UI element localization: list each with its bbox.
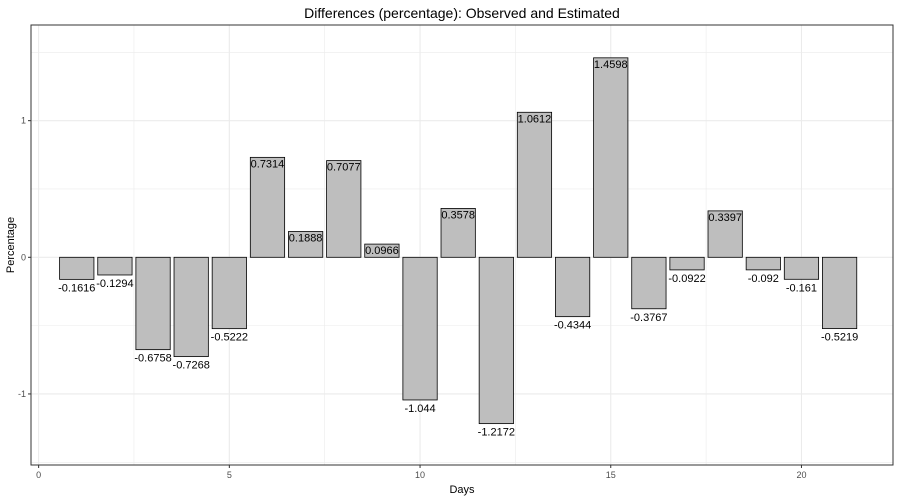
bars-layer: [59, 57, 858, 425]
y-tick-label: 1: [21, 116, 26, 126]
bar: [516, 111, 553, 258]
bar-data-label: -0.0922: [668, 273, 705, 285]
bar-data-label: 1.0612: [518, 113, 552, 125]
bar-data-label: -0.6758: [134, 353, 171, 365]
bar: [707, 210, 743, 258]
bar: [822, 256, 858, 330]
bar: [173, 256, 209, 358]
y-tick-label: -1: [18, 389, 26, 399]
bar-data-label: 0.0966: [365, 245, 399, 257]
bar-data-label: -0.7268: [173, 360, 210, 372]
bar-data-label: -1.044: [404, 403, 435, 415]
x-axis-title: Days: [449, 484, 475, 496]
y-tick-label: 0: [21, 252, 26, 262]
bar: [364, 243, 400, 258]
bar: [97, 256, 133, 276]
chart-title: Differences (percentage): Observed and E…: [304, 5, 620, 21]
bar-data-label: 0.1888: [289, 232, 323, 244]
bar-data-label: 1.4598: [594, 59, 628, 71]
bar: [745, 256, 781, 271]
bar-data-label: 0.3578: [441, 209, 475, 221]
x-tick-label: 0: [36, 470, 41, 480]
bar: [669, 256, 705, 271]
bar: [402, 256, 438, 401]
bar: [631, 256, 667, 310]
bar: [478, 256, 514, 425]
bar-data-label: -0.092: [748, 273, 779, 285]
bar: [555, 256, 591, 318]
bar-data-label: -0.4344: [554, 320, 591, 332]
bar-data-label: 0.3397: [708, 212, 742, 224]
axis-layer: 0 5 10 15 20 -1 0 1: [18, 116, 806, 480]
bar: [211, 256, 247, 330]
data-labels-layer: -0.1616 -0.1294 -0.6758-0.7268 -0.5222 0.731…: [58, 59, 858, 439]
bar-data-label: 0.7077: [327, 162, 361, 174]
bar-data-label: -0.161: [786, 282, 817, 294]
bar: [783, 256, 820, 280]
bar: [59, 256, 95, 280]
bar-data-label: -0.5222: [211, 332, 248, 344]
x-tick-label: 5: [227, 470, 232, 480]
x-tick-label: 15: [606, 470, 616, 480]
x-tick-label: 10: [415, 470, 425, 480]
bar: [135, 256, 171, 351]
bar-data-label: 0.7314: [251, 158, 285, 170]
bar-data-label: -0.1294: [96, 278, 133, 290]
bar-data-label: -1.2172: [478, 427, 515, 439]
bar: [593, 57, 629, 258]
bar: [440, 208, 476, 258]
bar-data-label: -0.1616: [58, 282, 95, 294]
bar-data-label: -0.5219: [821, 332, 858, 344]
bar: [288, 231, 324, 258]
panel-border: [30, 24, 894, 466]
bar: [326, 160, 362, 258]
y-axis-title: Percentage: [5, 217, 17, 273]
x-tick-label: 20: [796, 470, 806, 480]
bar: [249, 156, 286, 258]
bar-data-label: -0.3767: [630, 312, 667, 324]
